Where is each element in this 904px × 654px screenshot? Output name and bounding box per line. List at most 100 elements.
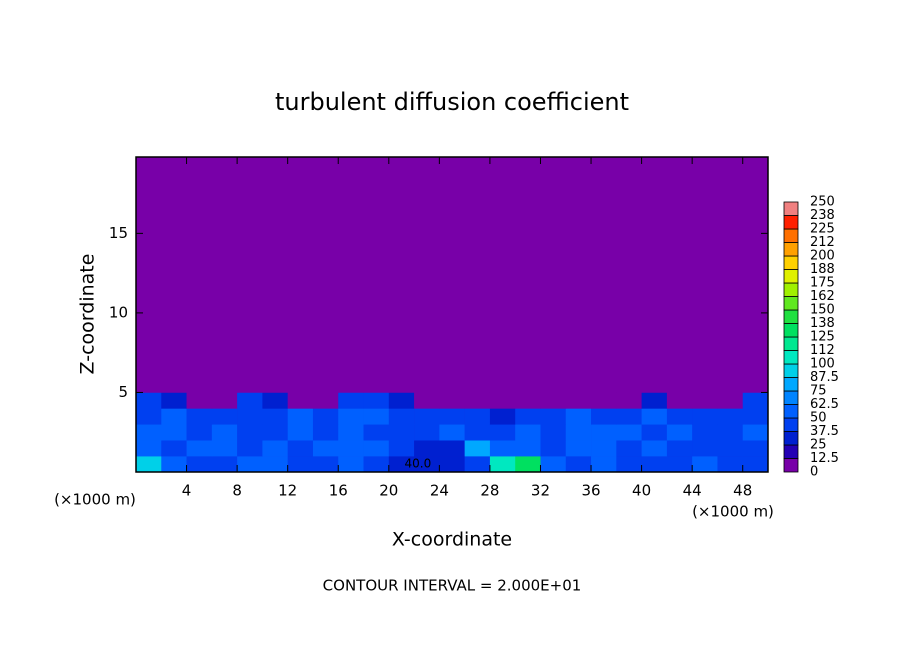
colorbar-box [783,377,799,392]
field-cell [414,376,440,393]
colorbar-label: 25 [810,438,827,453]
field-cell [262,408,288,425]
field-cell [591,376,617,393]
field-cell [439,424,465,441]
colorbar-label: 175 [810,276,835,291]
field-cell [540,392,567,409]
field-cell [742,424,769,441]
x-unit-label: (×1000 m) [54,491,136,509]
field-cell [161,424,187,441]
field-cell [388,392,415,409]
field-cell [666,440,693,457]
field-cell [363,440,390,457]
field-cell [742,456,769,473]
x-tick-label: 16 [329,482,348,500]
field-cell [312,456,339,473]
field-cell [616,376,642,393]
field-cell [388,376,415,393]
colorbar-label: 138 [810,316,835,331]
colorbar-box [783,390,799,405]
field-cell [742,440,769,457]
contour-label: 40.0 [405,457,432,471]
field-cell [464,424,491,441]
field-cell [717,456,744,473]
field-cell [439,440,465,457]
colorbar-box [783,458,799,473]
field-cell [616,392,642,409]
field-cell [186,440,213,457]
colorbar-label: 188 [810,262,835,277]
colorbar-label: 125 [810,330,835,345]
field-cell [186,424,213,441]
colorbar-box [783,444,799,459]
field-cell [388,440,415,457]
colorbar-label: 150 [810,303,835,318]
field-cell [439,456,465,473]
field-cell [287,408,314,425]
y-tick-label: 5 [118,383,128,401]
field-cell [237,424,263,441]
colorbar-box [783,323,799,338]
field-cell [439,392,465,409]
field-cell [211,408,238,425]
field-cell [363,456,390,473]
field-cell [338,408,364,425]
field-cell [414,440,440,457]
field-cell [287,392,314,409]
colorbar-label: 212 [810,235,835,250]
field-cell [262,392,288,409]
plot-frame [135,156,769,473]
colorbar-label: 162 [810,289,835,304]
field-cell [464,376,491,393]
field-cell [641,440,668,457]
field-cell [515,424,541,441]
field-cell [565,408,592,425]
field-cell [489,456,516,473]
x-tick-label: 20 [379,482,398,500]
field-cell [692,392,718,409]
field-cell [161,408,187,425]
field-cell [136,408,162,425]
field-cell [616,440,642,457]
field-cell [692,440,718,457]
field-cell [136,456,162,473]
field-cell [287,424,314,441]
field-cell [287,456,314,473]
field-cell [464,456,491,473]
x-tick-label: 28 [480,482,499,500]
x-tick-label: 4 [182,482,192,500]
colorbar-box [783,282,799,297]
colorbar-label: 112 [810,343,835,358]
field-cell [338,440,364,457]
y-tick-label: 10 [109,303,128,321]
field-cell [287,376,314,393]
colorbar-box [783,215,799,230]
field-cell [692,376,718,393]
field-cell [515,376,541,393]
colorbar-box [783,201,799,216]
field-cell [515,456,541,473]
field-cell [262,376,288,393]
field-cell [540,456,567,473]
field-cell [666,408,693,425]
field-cell [616,424,642,441]
colorbar-box [783,309,799,324]
y-unit-label: (×1000 m) [692,503,774,521]
field-cell [464,440,491,457]
colorbar-box [783,363,799,378]
colorbar-box [783,431,799,446]
field-cell [161,376,187,393]
field-cell [641,408,668,425]
field-cell [161,456,187,473]
field-cell [363,424,390,441]
field-cell [211,440,238,457]
field-cell [591,440,617,457]
field-cell [363,408,390,425]
colorbar-label: 250 [810,195,835,210]
field-cell [666,376,693,393]
field-cell [464,392,491,409]
field-cell [388,408,415,425]
field-cell [565,440,592,457]
field-cell [666,392,693,409]
colorbar-label: 225 [810,222,835,237]
